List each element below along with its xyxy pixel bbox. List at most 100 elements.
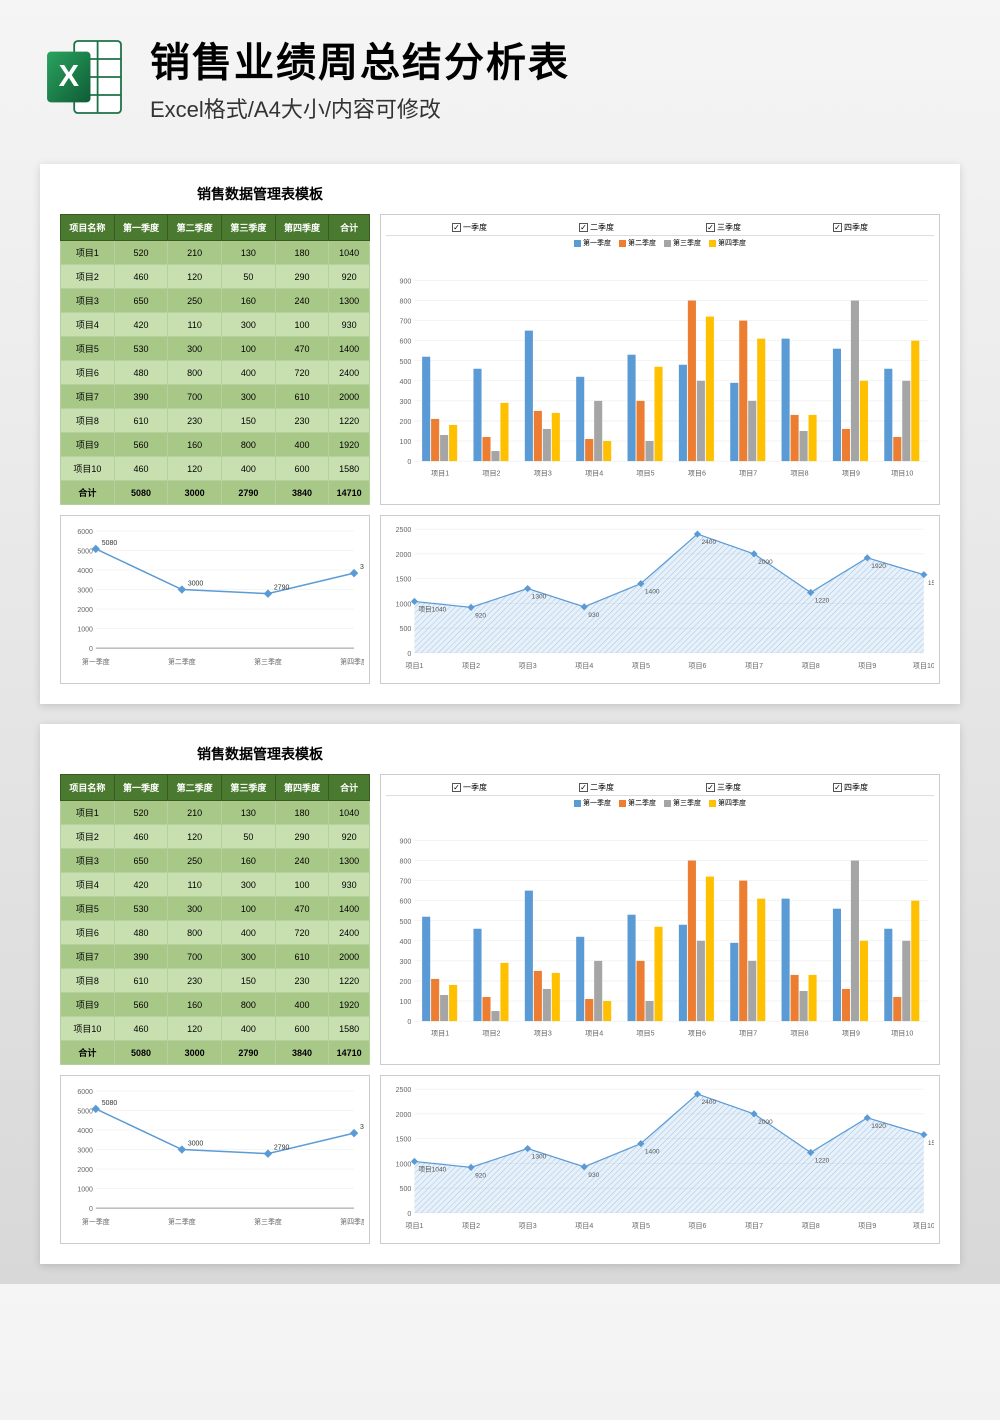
checkbox-item[interactable]: ✓三季度 xyxy=(706,782,741,793)
line-marker xyxy=(264,589,272,597)
table-cell: 240 xyxy=(275,849,329,873)
svg-text:0: 0 xyxy=(407,1018,411,1026)
table-cell: 600 xyxy=(275,457,329,481)
table-cell: 230 xyxy=(168,969,222,993)
bar xyxy=(637,961,645,1021)
svg-text:2790: 2790 xyxy=(274,1145,290,1152)
table-cell: 项目9 xyxy=(61,433,115,457)
svg-text:3000: 3000 xyxy=(77,1148,93,1155)
table-cell: 720 xyxy=(275,921,329,945)
table-cell: 610 xyxy=(275,945,329,969)
bar xyxy=(851,861,859,1022)
table-header: 合计 xyxy=(329,215,370,241)
svg-text:0: 0 xyxy=(407,458,411,466)
svg-text:第三季度: 第三季度 xyxy=(254,1217,282,1226)
checkbox-item[interactable]: ✓二季度 xyxy=(579,222,614,233)
bar xyxy=(594,401,602,461)
bar xyxy=(757,899,765,1021)
bar xyxy=(833,909,841,1021)
svg-text:2000: 2000 xyxy=(77,607,93,614)
table-cell: 460 xyxy=(114,457,168,481)
table-cell: 3840 xyxy=(275,481,329,505)
table-header: 第四季度 xyxy=(275,215,329,241)
svg-text:0: 0 xyxy=(89,1206,93,1213)
svg-text:920: 920 xyxy=(475,1173,486,1180)
svg-text:第一季度: 第一季度 xyxy=(82,657,110,666)
table-cell: 项目7 xyxy=(61,945,115,969)
svg-text:800: 800 xyxy=(400,858,412,866)
table-cell: 1300 xyxy=(329,289,370,313)
svg-text:第三季度: 第三季度 xyxy=(254,657,282,666)
checkbox-item[interactable]: ✓三季度 xyxy=(706,222,741,233)
bar xyxy=(809,415,817,461)
sheet: 销售数据管理表模板 项目名称第一季度第二季度第三季度第四季度合计项目152021… xyxy=(40,164,960,704)
line-marker xyxy=(92,545,100,553)
checkbox-item[interactable]: ✓四季度 xyxy=(833,222,868,233)
table-row: 项目15202101301801040 xyxy=(61,241,370,265)
legend-item: 第一季度 xyxy=(574,798,611,808)
table-cell: 530 xyxy=(114,337,168,361)
checkbox-item[interactable]: ✓四季度 xyxy=(833,782,868,793)
table-row: 项目55303001004701400 xyxy=(61,897,370,921)
table-cell: 300 xyxy=(222,873,276,897)
table-cell: 240 xyxy=(275,289,329,313)
table-cell: 1580 xyxy=(329,1017,370,1041)
bar xyxy=(594,961,602,1021)
page-title: 销售业绩周总结分析表 xyxy=(150,30,570,88)
table-cell: 2790 xyxy=(222,1041,276,1065)
bar xyxy=(473,369,481,461)
bar xyxy=(440,995,448,1021)
svg-text:项目4: 项目4 xyxy=(575,1222,593,1230)
svg-text:5080: 5080 xyxy=(102,540,118,547)
bar xyxy=(431,419,439,461)
svg-text:2790: 2790 xyxy=(274,585,290,592)
table-cell: 项目5 xyxy=(61,897,115,921)
checkbox-item[interactable]: ✓一季度 xyxy=(452,222,487,233)
table-cell: 1920 xyxy=(329,433,370,457)
bar xyxy=(431,979,439,1021)
svg-text:0: 0 xyxy=(89,646,93,653)
table-cell: 50 xyxy=(222,825,276,849)
svg-text:2000: 2000 xyxy=(77,1167,93,1174)
table-cell: 250 xyxy=(168,289,222,313)
svg-text:2000: 2000 xyxy=(758,1119,773,1126)
svg-text:2400: 2400 xyxy=(701,539,716,546)
table-cell: 400 xyxy=(275,993,329,1017)
table-cell: 项目8 xyxy=(61,409,115,433)
line-chart-svg: 0100020003000400050006000508030002790384… xyxy=(66,521,364,670)
bar xyxy=(782,339,790,461)
bar xyxy=(473,929,481,1021)
svg-text:1300: 1300 xyxy=(532,1154,547,1161)
table-cell: 230 xyxy=(275,409,329,433)
bar xyxy=(525,331,533,461)
bar xyxy=(534,971,542,1021)
bar xyxy=(884,929,892,1021)
svg-text:1920: 1920 xyxy=(871,1123,886,1130)
bar xyxy=(706,877,714,1022)
chart-checkboxes: ✓一季度 ✓二季度 ✓三季度 ✓四季度 xyxy=(386,780,934,796)
svg-text:3000: 3000 xyxy=(77,588,93,595)
bar xyxy=(525,891,533,1021)
checkbox-item[interactable]: ✓二季度 xyxy=(579,782,614,793)
bar xyxy=(576,937,584,1021)
svg-text:1300: 1300 xyxy=(532,594,547,601)
svg-text:项目1040: 项目1040 xyxy=(418,606,446,614)
bar xyxy=(800,431,808,461)
legend-item: 第二季度 xyxy=(619,798,656,808)
table-cell: 800 xyxy=(168,361,222,385)
table-header: 第四季度 xyxy=(275,775,329,801)
svg-text:3000: 3000 xyxy=(188,581,204,588)
svg-text:6000: 6000 xyxy=(77,1089,93,1096)
table-cell: 600 xyxy=(275,1017,329,1041)
bar xyxy=(688,301,696,462)
checkbox-item[interactable]: ✓一季度 xyxy=(452,782,487,793)
page-subtitle: Excel格式/A4大小/内容可修改 xyxy=(150,92,570,124)
svg-text:930: 930 xyxy=(588,612,599,619)
svg-text:900: 900 xyxy=(400,277,412,285)
table-cell: 400 xyxy=(222,361,276,385)
table-cell: 120 xyxy=(168,265,222,289)
line-marker xyxy=(178,585,186,593)
svg-text:项目1: 项目1 xyxy=(405,1222,423,1230)
table-row: 项目15202101301801040 xyxy=(61,801,370,825)
table-cell: 120 xyxy=(168,825,222,849)
